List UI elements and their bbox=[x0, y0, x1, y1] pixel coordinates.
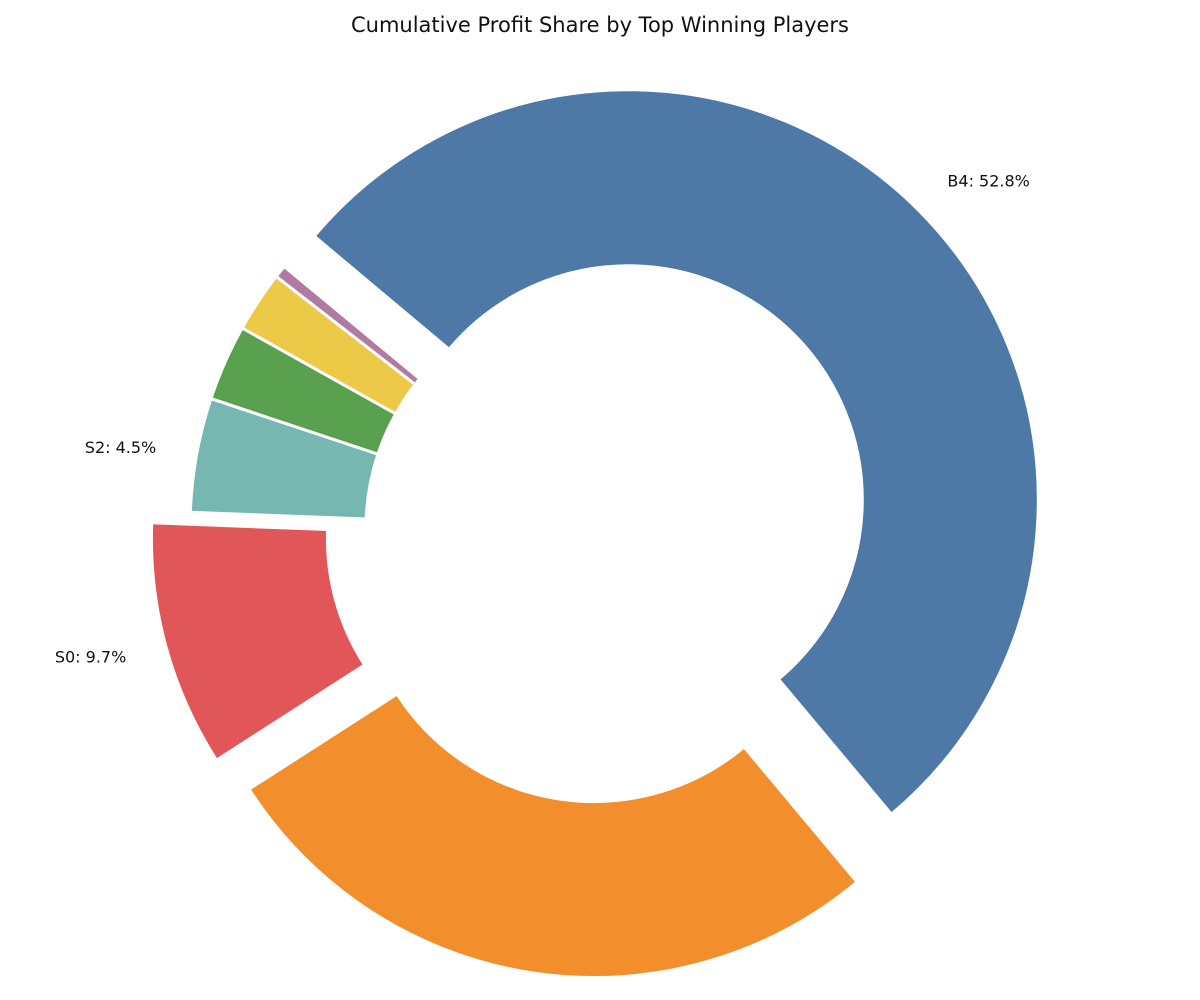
donut-slice-s6 bbox=[246, 691, 860, 980]
slice-label-bg bbox=[52, 646, 129, 668]
slice-label-bg bbox=[82, 436, 159, 458]
slice-label-b4: B4: 52.8% bbox=[947, 172, 1029, 191]
donut-slice-unlabeled-7 bbox=[282, 262, 423, 381]
donut-slice-s0 bbox=[149, 521, 367, 763]
slice-label-s2: S2: 4.5% bbox=[85, 438, 156, 457]
slice-label-bg bbox=[945, 170, 1032, 192]
donut-slices bbox=[149, 88, 1040, 980]
slice-label-s0: S0: 9.7% bbox=[55, 648, 126, 667]
chart-title: Cumulative Profit Share by Top Winning P… bbox=[351, 13, 849, 37]
donut-slice-b4 bbox=[312, 88, 1040, 817]
slice-labels: B4: 52.8%S6: 27.0%S0: 9.7%S2: 4.5% bbox=[52, 170, 1032, 668]
